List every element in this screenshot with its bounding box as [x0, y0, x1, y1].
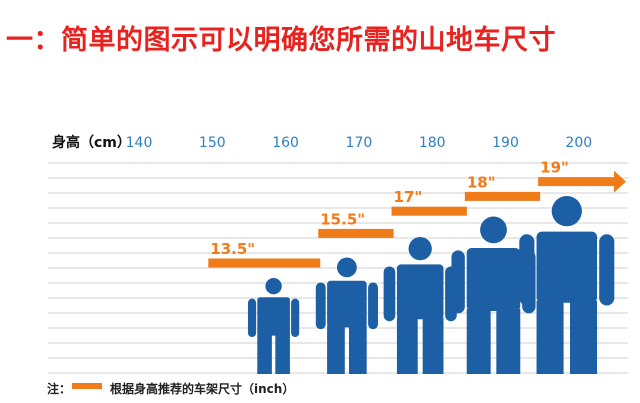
frame-size-bar: 18" — [464, 173, 541, 201]
x-tick-label: 190 — [492, 135, 519, 151]
frame-size-bars: 13.5" 15.5" 17" 18" 19" — [208, 159, 626, 268]
frame-size-label: 19" — [540, 159, 569, 177]
person-figure — [383, 237, 457, 374]
person-figure — [451, 216, 536, 374]
frame-size-bar: 15.5" — [318, 210, 394, 238]
person-figure — [247, 278, 300, 374]
x-tick-label: 200 — [565, 135, 592, 151]
x-axis-label: 身高（cm） — [52, 134, 131, 151]
person-figures — [247, 196, 615, 374]
frame-size-bar: 13.5" — [208, 240, 321, 268]
frame-size-bar: 19" — [538, 159, 626, 193]
legend: 注： 根据身高推荐的车架尺寸（inch） — [47, 381, 294, 396]
arrow-head-icon — [614, 170, 626, 193]
x-tick-label: 160 — [272, 135, 299, 151]
page-title: 一：简单的图示可以明确您所需的山地车尺寸 — [6, 25, 556, 56]
x-tick-label: 180 — [419, 135, 446, 151]
frame-size-label: 17" — [394, 188, 423, 206]
x-tick-label: 170 — [346, 135, 373, 151]
frame-size-label: 13.5" — [210, 240, 255, 258]
person-figure — [519, 196, 615, 374]
x-tick-label: 140 — [126, 135, 153, 151]
frame-size-label: 15.5" — [320, 210, 365, 228]
x-tick-label: 150 — [199, 135, 226, 151]
person-figure — [315, 257, 379, 374]
legend-swatch — [72, 383, 102, 389]
frame-size-bar: 17" — [391, 188, 467, 216]
legend-label: 根据身高推荐的车架尺寸（inch） — [110, 381, 294, 396]
frame-size-label: 18" — [467, 173, 496, 191]
x-axis-ticks: 140 150 160 170 180 190 200 — [126, 135, 593, 151]
legend-prefix: 注： — [47, 381, 71, 396]
